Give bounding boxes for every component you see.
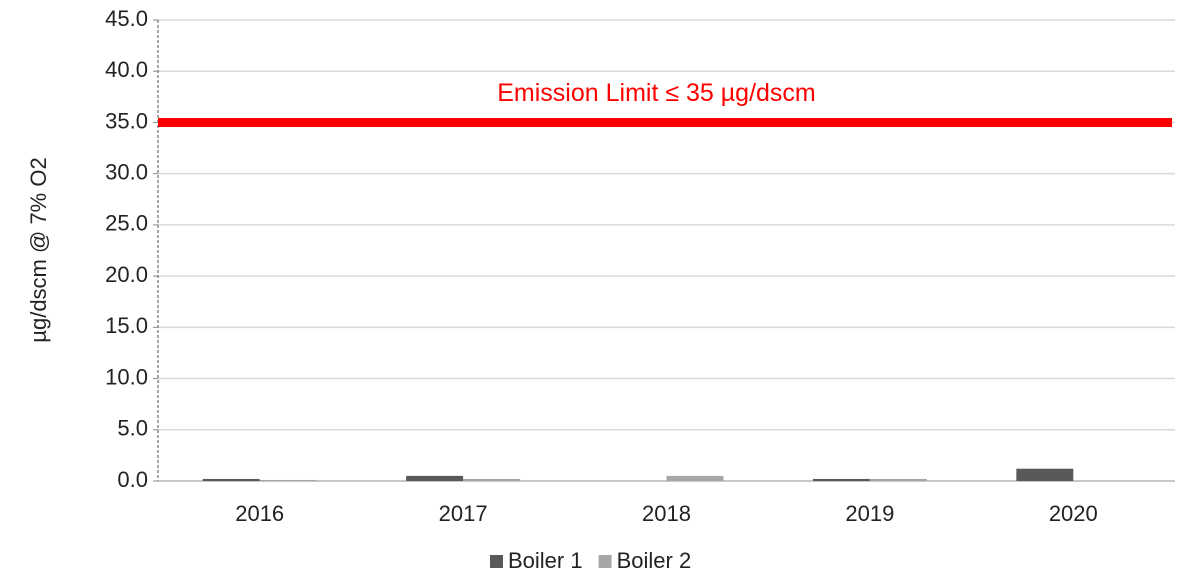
y-tick-label: 0.0 [117,467,148,492]
x-tick-label: 2020 [1049,501,1098,526]
legend-swatch [598,555,612,568]
bar [869,478,927,481]
bar [259,479,317,481]
x-tick-label: 2019 [845,501,894,526]
y-tick-label: 25.0 [105,211,148,236]
legend-label: Boiler 2 [617,548,692,573]
y-tick-label: 15.0 [105,313,148,338]
bar [666,475,724,481]
y-tick-label: 5.0 [117,416,148,441]
legend-label: Boiler 1 [508,548,583,573]
x-tick-label: 2018 [642,501,691,526]
limit-label: Emission Limit ≤ 35 µg/dscm [497,79,816,107]
bar [463,478,521,481]
y-tick-label: 45.0 [105,6,148,31]
y-axis-label: µg/dscm @ 7% O2 [26,157,51,342]
y-tick-label: 35.0 [105,108,148,133]
bar [812,478,870,481]
bar [202,478,260,481]
x-tick-label: 2016 [235,501,284,526]
y-tick-label: 10.0 [105,364,148,389]
y-tick-label: 20.0 [105,262,148,287]
bar [1016,468,1074,481]
bar [406,475,464,481]
legend-swatch [490,555,503,568]
y-tick-label: 30.0 [105,159,148,184]
x-tick-label: 2017 [439,501,488,526]
y-tick-label: 40.0 [105,57,148,82]
